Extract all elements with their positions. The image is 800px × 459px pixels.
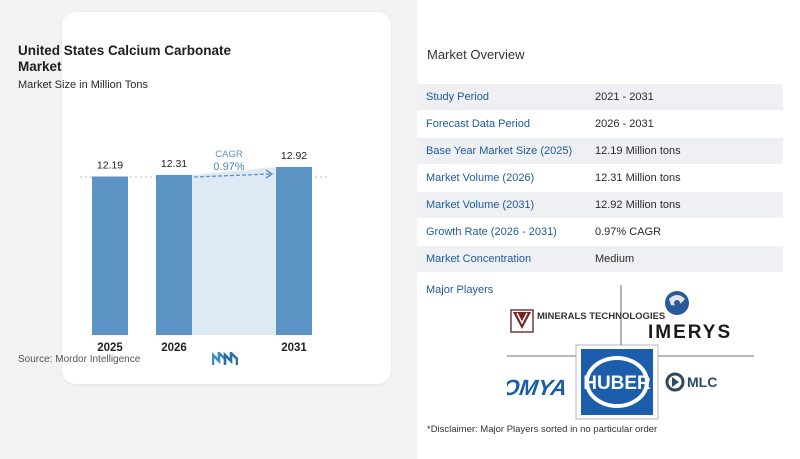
logo-text-huber: HUBER [583,373,651,394]
cagr-label: CAGR [215,149,243,160]
overview-row: Market Concentration Medium [417,246,783,273]
row-value: 12.31 Million tons [595,172,681,184]
row-label: Market Concentration [426,253,532,265]
x-tick-label: 2031 [281,342,307,354]
row-value: 0.97% CAGR [595,226,662,238]
major-players-logos: MINERALS TECHNOLOGIES IMERYS HUBER OMYA … [507,285,754,420]
row-value: 2021 - 2031 [595,91,654,103]
row-label: Study Period [426,91,489,103]
mordor-logo-icon [212,352,238,365]
cagr-shaded-area [192,167,276,335]
overview-row: Base Year Market Size (2025) 12.19 Millio… [417,138,783,165]
row-value: 12.92 Million tons [595,199,681,211]
row-label: Base Year Market Size (2025) [426,145,573,157]
bar-value-label: 12.31 [161,158,187,170]
row-label: Growth Rate (2026 - 2031) [426,226,557,238]
minerals-technologies-logo: MINERALS TECHNOLOGIES [510,309,665,333]
row-value: 12.19 Million tons [595,145,681,157]
overview-table: Study Period 2021 - 2031 Forecast Data Pe… [417,84,783,273]
row-label: Market Volume (2031) [426,199,535,211]
source-text: Source: Mordor Intelligence [18,354,141,365]
x-tick-label: 2025 [97,342,123,354]
bar-value-label: 12.19 [97,159,123,171]
overview-row: Market Volume (2031) 12.92 Million tons [417,192,783,219]
logo-text-mlc: MLC [687,374,717,390]
row-label: Forecast Data Period [426,118,530,130]
bar-2026 [156,174,192,335]
overview-row: Study Period 2021 - 2031 [417,84,783,111]
disclaimer: *Disclaimer: Major Players sorted in no … [427,424,658,435]
mlc-logo: MLC [665,372,717,392]
logo-text-imerys: IMERYS [648,322,732,343]
bar-2025 [92,176,128,335]
major-players-title: Major Players [426,284,494,296]
cagr-value: 0.97% [213,161,244,173]
imerys-logo: IMERYS [648,291,732,343]
row-value: Medium [595,253,635,265]
logo-text-minerals: MINERALS TECHNOLOGIES [537,311,665,322]
row-label: Market Volume (2026) [426,172,535,184]
overview-row: Forecast Data Period 2026 - 2031 [417,111,783,138]
cagr-arrow-head [265,169,274,179]
x-tick-label: 2026 [161,342,187,354]
bar-value-label: 12.92 [281,150,307,162]
row-value: 2026 - 2031 [595,118,654,130]
overview-title: Market Overview [427,47,525,62]
overview-row: Growth Rate (2026 - 2031) 0.97% CAGR [417,219,783,246]
market-overview-panel: Market Overview Study Period 2021 - 2031 … [417,0,800,459]
overview-row: Market Volume (2026) 12.31 Million tons [417,165,783,192]
cagr-arrow-line [193,173,271,178]
huber-logo: HUBER [575,344,659,420]
bar-2031 [276,167,312,335]
chart-subtitle: Market Size in Million Tons [18,79,149,91]
logo-text-omya: OMYA [507,375,569,400]
chart-title: United States Calcium Carbonate Market [18,43,232,74]
omya-logo: OMYA [507,375,569,400]
